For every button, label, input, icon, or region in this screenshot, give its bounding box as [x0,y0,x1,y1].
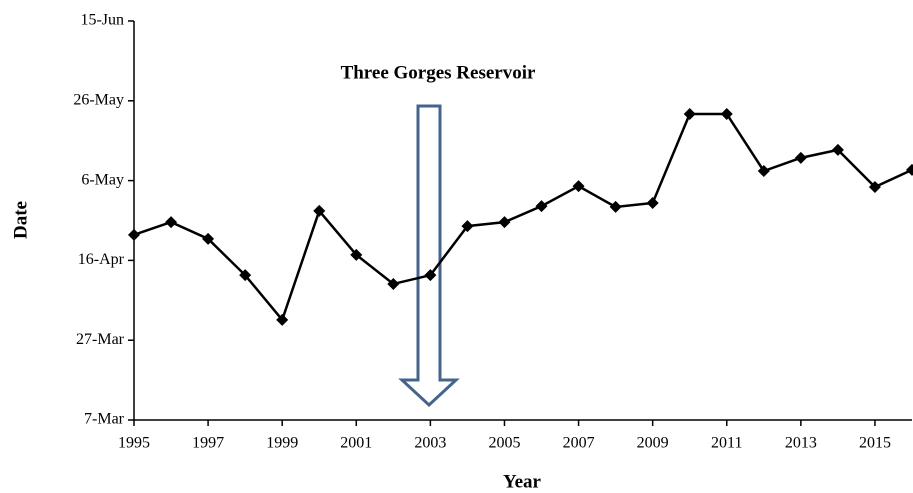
data-point [683,107,696,120]
data-point [498,216,511,229]
data-point [387,277,400,290]
y-tick-label: 7-Mar [84,411,125,428]
x-tick-label: 2013 [785,435,817,452]
y-tick-label: 26-May [73,91,124,108]
data-point [276,313,289,326]
y-tick-label: 6-May [81,171,124,188]
annotation: Three Gorges Reservoir [341,62,536,83]
x-tick-label: 1995 [118,435,150,452]
x-tick-label: 2003 [414,435,446,452]
data-line [133,112,913,323]
x-tick-label: 2011 [711,435,742,452]
x-tick-label: 2001 [340,435,372,452]
x-axis-title: Year [503,471,542,492]
y-tick-label: 16-Apr [78,251,125,268]
data-point [609,200,622,213]
data-point [831,143,844,156]
x-tick-label: 2005 [488,435,520,452]
reservoir-arrow [398,104,460,408]
data-point [313,204,326,217]
data-point [720,107,733,120]
data-point [239,269,252,282]
data-point [202,232,215,245]
data-point [350,248,363,261]
data-point [646,196,659,209]
data-point [757,165,770,178]
data-point [128,228,140,241]
data-point [461,220,474,233]
data-point [424,269,437,282]
x-tick-label: 1997 [192,435,224,452]
data-point [868,180,881,193]
x-tick-label: 2009 [637,435,669,452]
data-point [572,180,585,193]
x-tick-label: 2007 [563,435,595,452]
data-point [535,200,548,213]
data-point [794,151,807,164]
data-point [906,163,913,176]
y-tick-label: 15-Jun [80,12,124,29]
x-tick-label: 1999 [266,435,298,452]
y-tick-label: 27-Mar [76,331,125,348]
x-tick-label: 2015 [859,435,891,452]
y-axis-title: Date [10,201,31,239]
data-point [165,216,178,229]
